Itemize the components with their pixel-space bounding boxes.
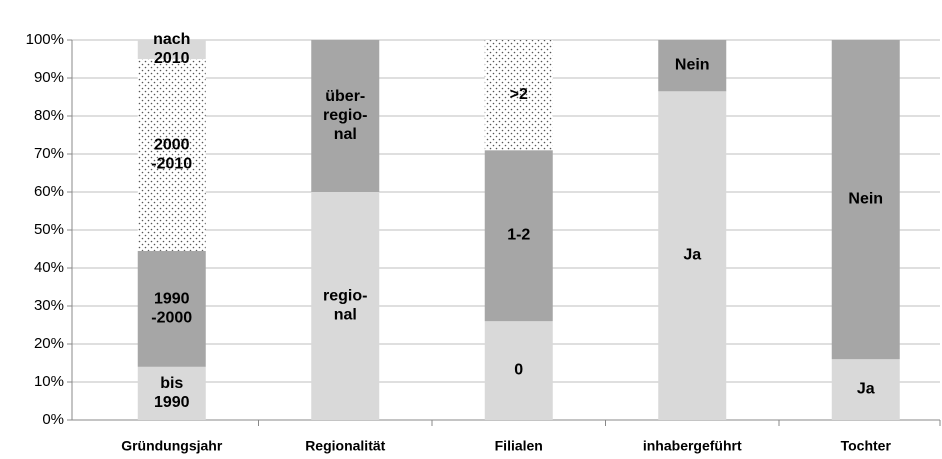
- segment-label-line: Nein: [675, 57, 710, 74]
- segment-label-line: -2000: [151, 310, 192, 327]
- bar-segment: [137, 59, 206, 251]
- y-tick-label: 20%: [34, 335, 64, 352]
- segment-label: Nein: [675, 57, 710, 74]
- y-tick-label: 100%: [26, 31, 64, 48]
- bar-segment: [831, 359, 900, 420]
- segment-label-line: Nein: [848, 191, 883, 208]
- segment-label-line: bis: [160, 375, 183, 392]
- y-tick-label: 60%: [34, 183, 64, 200]
- bar-segment: [137, 366, 206, 420]
- segment-label-line: regio-: [323, 288, 367, 305]
- segment-label-line: 2010: [154, 50, 190, 67]
- y-tick-label: 50%: [34, 221, 64, 238]
- x-tick-label: Tochter: [841, 438, 892, 454]
- bar-segment: [831, 40, 900, 360]
- segment-label-line: über-: [325, 88, 365, 105]
- segment-label-line: nach: [153, 31, 190, 48]
- segment-label: 1990 -2000: [151, 291, 192, 327]
- segment-label: Ja: [857, 381, 875, 398]
- bar-segment: [137, 250, 206, 367]
- segment-label-line: -2010: [151, 156, 192, 173]
- x-tick-label: Regionalität: [305, 438, 385, 454]
- segment-label-line: 1990: [154, 394, 190, 411]
- segment-label: über-regio-nal: [323, 88, 367, 143]
- y-tick-label: 90%: [34, 69, 64, 86]
- segment-label-line: Ja: [857, 381, 875, 398]
- segment-label: bis 1990: [154, 375, 190, 411]
- segment-label-line: nal: [334, 126, 357, 143]
- segment-label-line: >2: [510, 86, 528, 103]
- y-tick-label: 30%: [34, 297, 64, 314]
- segment-label: Ja: [683, 247, 701, 264]
- segment-label-line: Ja: [683, 247, 701, 264]
- bar-segment: [484, 321, 553, 420]
- y-tick-label: 80%: [34, 107, 64, 124]
- segment-label: 1-2: [507, 227, 530, 244]
- segment-label: >2: [510, 86, 528, 103]
- segment-label: 2000 -2010: [151, 137, 192, 173]
- bar-segment: [658, 91, 727, 421]
- segment-label: 0: [514, 362, 523, 379]
- x-tick-label: Filialen: [495, 438, 543, 454]
- y-tick-label: 0%: [42, 411, 64, 428]
- y-tick-label: 70%: [34, 145, 64, 162]
- segment-label-line: 1990: [154, 291, 190, 308]
- bar-segment: [484, 40, 553, 151]
- y-tick-label: 10%: [34, 373, 64, 390]
- bar-segment: [484, 150, 553, 322]
- segment-label: Nein: [848, 191, 883, 208]
- segment-label-line: 2000: [154, 137, 190, 154]
- segment-label: regio-nal: [323, 288, 367, 324]
- segment-label-line: 0: [514, 362, 523, 379]
- segment-label: nach 2010: [153, 31, 190, 67]
- bar-segment: [658, 40, 727, 92]
- bar-segment: [311, 40, 380, 192]
- segment-label-line: 1-2: [507, 227, 530, 244]
- segment-label-line: regio-: [323, 107, 367, 124]
- segment-label-line: nal: [334, 307, 357, 324]
- x-tick-label: Gründungsjahr: [121, 438, 223, 454]
- bar-segment: [137, 40, 206, 59]
- y-tick-label: 40%: [34, 259, 64, 276]
- x-tick-label: inhabergeführt: [643, 438, 742, 454]
- bar-segment: [311, 192, 380, 420]
